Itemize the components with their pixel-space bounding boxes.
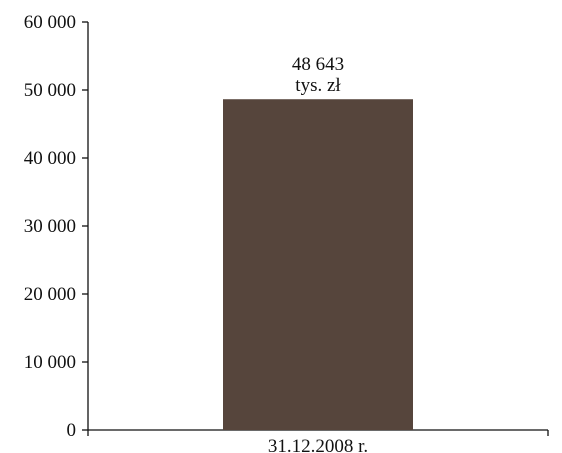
x-axis: 31.12.2008 r. (87, 429, 549, 453)
x-tick-label: 31.12.2008 r. (268, 436, 368, 453)
y-tick-label: 0 (67, 420, 77, 441)
y-axis: 0 10 000 20 000 30 000 40 000 50 000 60 000 (24, 12, 89, 441)
bars (223, 99, 413, 430)
y-tick-label: 50 000 (24, 80, 76, 101)
y-tick-label: 60 000 (24, 12, 76, 33)
bar (223, 99, 413, 430)
y-ticks: 0 10 000 20 000 30 000 40 000 50 000 60 000 (24, 12, 88, 441)
y-tick-label: 30 000 (24, 216, 76, 237)
y-tick-label: 40 000 (24, 148, 76, 169)
x-ticks: 31.12.2008 r. (87, 430, 549, 453)
y-tick-label: 10 000 (24, 352, 76, 373)
bar-unit-label: tys. zł (295, 75, 341, 96)
bar-value-label: 48 643 (292, 54, 344, 75)
y-tick-label: 20 000 (24, 284, 76, 305)
